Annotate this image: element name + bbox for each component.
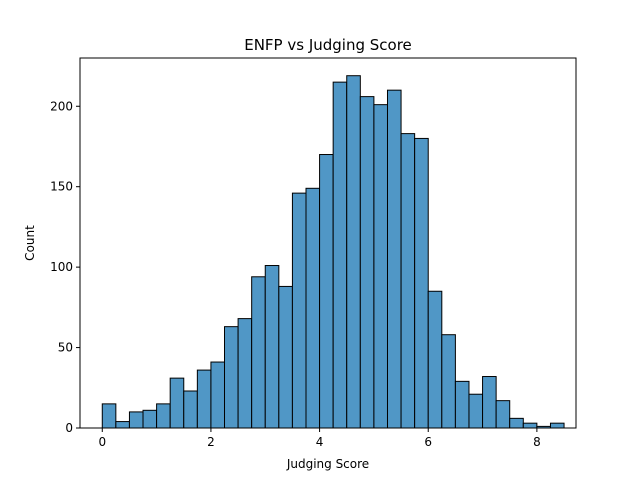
- histogram-bar: [305, 187, 321, 429]
- histogram-bar: [210, 361, 226, 429]
- bars-group: [101, 75, 565, 429]
- histogram-bar: [427, 290, 443, 429]
- histogram-bar: [549, 422, 565, 429]
- histogram-bar: [509, 417, 524, 429]
- chart-title: ENFP vs Judging Score: [244, 36, 412, 54]
- histogram-bar: [482, 376, 497, 429]
- x-tick-label: 2: [207, 435, 215, 449]
- histogram-bar: [346, 75, 361, 429]
- x-axis-ticks: 0 2 4 6 8: [98, 428, 541, 449]
- plot-frame: [79, 57, 577, 429]
- x-tick-label: 0: [98, 435, 106, 449]
- histogram-bar: [128, 411, 144, 429]
- y-tick-label: 150: [50, 180, 73, 194]
- histogram-bar: [373, 104, 388, 429]
- histogram-bar: [319, 154, 334, 429]
- histogram-bar: [468, 393, 484, 429]
- histogram-bar: [251, 276, 266, 429]
- histogram-bar: [495, 400, 511, 429]
- histogram-bar: [264, 265, 280, 429]
- histogram-bar: [156, 403, 171, 429]
- histogram-bar: [169, 377, 185, 429]
- x-tick-label: 6: [424, 435, 432, 449]
- x-axis-label: Judging Score: [286, 457, 369, 471]
- x-tick-label: 8: [533, 435, 541, 449]
- histogram-bar: [454, 380, 470, 429]
- histogram-bar: [332, 81, 348, 429]
- histogram-bar: [278, 285, 293, 429]
- histogram-bar: [237, 318, 253, 429]
- histogram-bar: [101, 403, 117, 429]
- y-tick-label: 0: [65, 421, 73, 435]
- histogram-bar: [522, 422, 538, 429]
- histogram-bar: [291, 192, 307, 429]
- x-tick-label: 4: [316, 435, 324, 449]
- histogram-bar: [142, 409, 158, 429]
- histogram-bar: [115, 421, 130, 429]
- y-tick-label: 100: [50, 260, 73, 274]
- histogram-bar: [196, 369, 212, 429]
- histogram-bar: [414, 137, 429, 429]
- y-axis-ticks: 0 50 100 150 200: [50, 99, 80, 435]
- histogram-bar: [359, 96, 375, 429]
- histogram-bar: [224, 326, 239, 429]
- histogram-bar: [400, 133, 416, 429]
- y-tick-label: 200: [50, 99, 73, 113]
- y-tick-label: 50: [58, 341, 73, 355]
- histogram-bar: [386, 89, 402, 429]
- y-axis-label: Count: [23, 225, 37, 261]
- histogram-bar: [183, 390, 198, 429]
- histogram-bar: [441, 334, 456, 429]
